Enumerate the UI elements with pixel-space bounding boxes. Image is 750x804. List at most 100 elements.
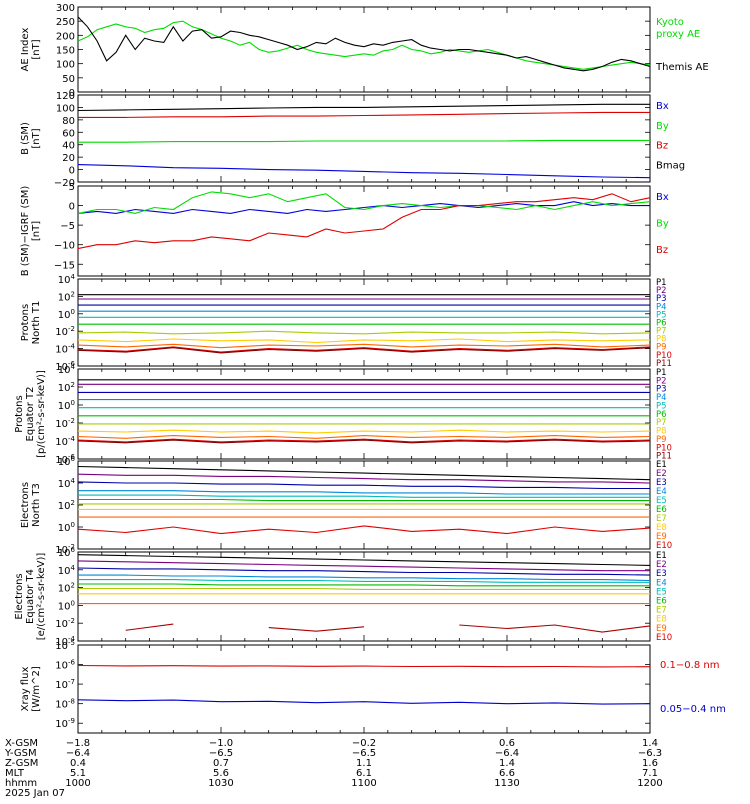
orbit-row-label: MLT (5, 768, 25, 779)
legend-label: E5 (656, 587, 667, 597)
legend-label: E9 (656, 624, 667, 634)
legend-label: P9 (656, 435, 667, 445)
y-tick-label: 10-6 (55, 453, 75, 466)
orbit-row-label: Y-GSM (4, 748, 37, 759)
y-tick-label: 60 (62, 128, 75, 139)
panel-frame-en (77, 460, 651, 550)
orbit-row-label: X-GSM (5, 738, 38, 749)
legend-label: P1 (656, 278, 667, 288)
series-line-e1 (77, 465, 651, 481)
legend-label: Bz (656, 141, 668, 152)
legend-label: E2 (656, 560, 667, 570)
orbit-value: −6.4 (495, 748, 519, 759)
y-tick-label: −5 (60, 221, 75, 232)
legend-label: E2 (656, 469, 667, 479)
legend-label: Themis AE (655, 62, 709, 73)
y-axis-label: B (SM) (20, 122, 31, 155)
legend-label: E6 (656, 505, 667, 515)
orbit-value: −0.2 (352, 738, 376, 749)
y-tick-label: 102 (58, 381, 75, 394)
legend-label: P4 (656, 302, 667, 312)
legend-label: P4 (656, 393, 667, 403)
panel-frame-ee (77, 551, 651, 642)
y-tick-label: 100 (58, 399, 75, 412)
orbit-value: 1000 (65, 778, 90, 789)
y-tick-label: 10-2 (55, 617, 75, 630)
orbit-value: −6.4 (66, 748, 90, 759)
series-line-p11 (77, 439, 651, 444)
legend-label: P1 (656, 368, 667, 378)
series-line-e3 (77, 567, 651, 576)
y-tick-label: 106 (58, 455, 76, 468)
y-axis-label: Protons (20, 304, 31, 341)
y-tick-label: 100 (56, 103, 75, 114)
y-tick-label: 10-8 (55, 698, 75, 711)
y-tick-label: 10-2 (55, 543, 75, 556)
legend-label: P5 (656, 310, 667, 320)
legend-label: P7 (656, 418, 667, 428)
y-axis-label: Xray flux (20, 667, 31, 712)
y-axis-label: Electrons (14, 573, 25, 619)
legend-label: E6 (656, 597, 667, 607)
y-tick-label: 10-9 (55, 717, 75, 730)
orbit-value: 1.6 (642, 758, 658, 769)
orbit-value: 1.1 (356, 758, 372, 769)
legend-label: P11 (656, 359, 672, 369)
legend-label: 0.1−0.8 nm (660, 660, 719, 671)
y-tick-label: 10-6 (55, 659, 75, 672)
y-tick-label: 10-7 (55, 678, 75, 691)
legend-label: E10 (656, 541, 672, 551)
series-line-e2 (77, 473, 651, 484)
y-tick-label: 0 (69, 166, 75, 177)
legend-label: E5 (656, 496, 667, 506)
panel-frame-xray (77, 644, 651, 734)
legend-label: P2 (656, 376, 667, 386)
series-line-by (77, 191, 651, 214)
series-line-e5 (78, 579, 650, 583)
legend-label: E4 (656, 487, 667, 497)
y-tick-label: 10-4 (55, 343, 75, 356)
y-tick-label: 106 (58, 546, 76, 559)
series-line-0-1-0-8-nm (77, 664, 651, 668)
legend-label: P9 (656, 343, 667, 353)
orbit-value: −1.8 (66, 738, 90, 749)
y-tick-label: −10 (54, 241, 75, 252)
series-line-e5 (78, 494, 650, 498)
legend-label: P8 (656, 335, 667, 345)
orbit-row-label: Z-GSM (5, 758, 38, 769)
orbit-row-label: 2025 Jan 07 (5, 788, 65, 799)
legend-label: proxy AE (656, 29, 700, 40)
y-tick-label: 104 (58, 273, 76, 286)
y-axis-label: [nT] (31, 128, 42, 148)
legend-label: P3 (656, 385, 667, 395)
series-line-e1 (77, 554, 651, 566)
series-line-e4 (78, 490, 650, 495)
orbit-row-label: hhmm (5, 778, 37, 789)
series-line-e6 (78, 583, 650, 587)
series-line-e6 (78, 498, 650, 502)
y-tick-label: 10-4 (55, 635, 75, 648)
orbit-value: 1100 (351, 778, 376, 789)
y-tick-label: 10-6 (55, 360, 75, 373)
panel-frame-ae (77, 6, 651, 93)
orbit-value: 6.6 (499, 768, 515, 779)
legend-label: P2 (656, 286, 667, 296)
series-line-e3 (77, 481, 650, 490)
series-line-p9 (77, 435, 651, 439)
orbit-value: 5.6 (213, 768, 229, 779)
orbit-value: −1.0 (209, 738, 233, 749)
y-axis-label: [W/m^2] (31, 666, 42, 712)
legend-label: E7 (656, 514, 667, 524)
y-tick-label: 102 (58, 290, 75, 303)
series-line-0-05-0-4-nm (77, 699, 651, 705)
series-line-p9 (77, 343, 651, 349)
series-line-bx (77, 201, 650, 214)
y-tick-label: 104 (58, 477, 76, 490)
legend-label: Bx (656, 192, 669, 203)
y-axis-label: North T1 (31, 301, 42, 345)
y-tick-label: 0 (69, 88, 75, 99)
y-axis-label: [e/(cm²-s-sr-keV)] (36, 553, 47, 641)
orbit-value: 1200 (637, 778, 662, 789)
panel-frame-pn (77, 278, 651, 367)
